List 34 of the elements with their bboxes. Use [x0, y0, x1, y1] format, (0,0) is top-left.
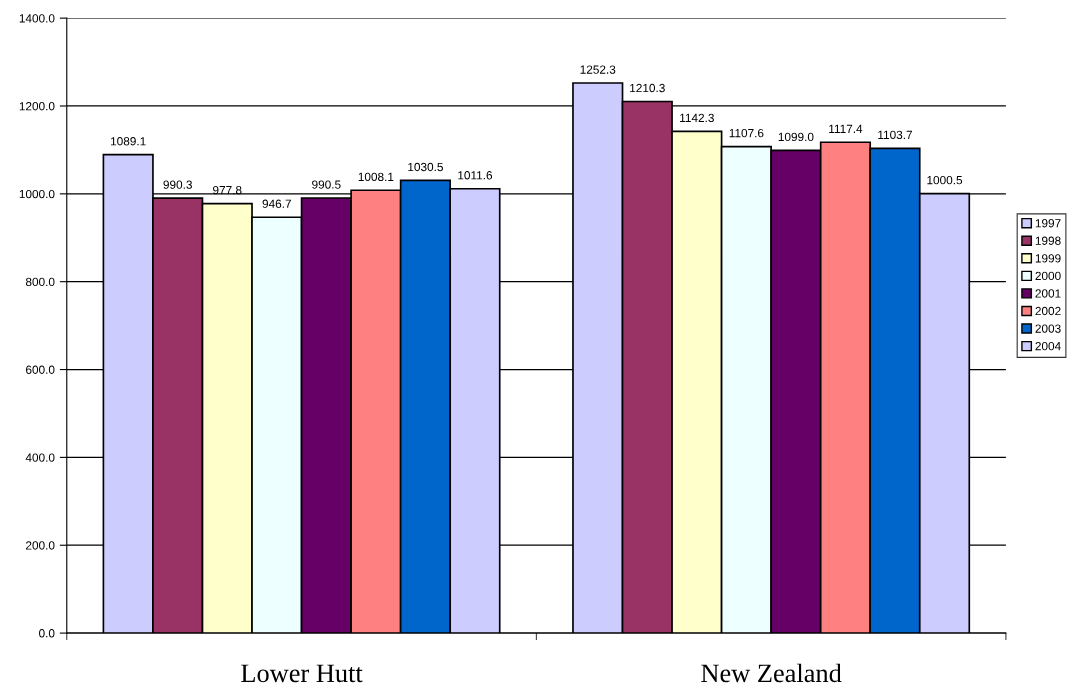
- y-tick-label: 1000.0: [19, 189, 55, 199]
- legend-label: 2002: [1035, 306, 1061, 316]
- y-tick-label: 1400.0: [19, 14, 55, 23]
- data-label: 1008.1: [358, 172, 394, 182]
- data-label: 990.3: [163, 180, 192, 189]
- legend-label: 1999: [1035, 254, 1061, 263]
- data-label: 1142.3: [680, 113, 714, 123]
- y-tick-label: 0.0: [39, 629, 55, 638]
- data-label: 1107.6: [729, 128, 764, 138]
- data-label: 1099.0: [778, 132, 814, 142]
- y-tick-label: 600.0: [26, 365, 55, 374]
- legend-label: 1998: [1035, 236, 1061, 245]
- data-label: 990.5: [312, 180, 341, 189]
- data-label: 1252.3: [580, 65, 616, 74]
- y-tick-label: 400.0: [25, 453, 55, 462]
- y-tick-label: 1200.0: [19, 102, 55, 111]
- data-label: 977.8: [213, 185, 242, 195]
- data-label: 1011.6: [458, 171, 493, 180]
- y-tick-label: 200.0: [26, 541, 55, 550]
- legend-label: 2001: [1035, 289, 1061, 298]
- legend-label: 2004: [1035, 341, 1061, 351]
- y-tick-label: 800.0: [25, 277, 55, 287]
- data-label: 1117.4: [829, 124, 863, 133]
- legend-label: 2003: [1035, 324, 1061, 333]
- x-tick-label: Lower Hutt: [241, 664, 363, 683]
- legend-label: 1997: [1035, 219, 1061, 228]
- legend-label: 2000: [1035, 271, 1061, 281]
- data-label: 1103.7: [878, 130, 913, 140]
- data-label: 1089.1: [111, 137, 146, 146]
- data-label: 1210.3: [630, 83, 665, 93]
- data-label: 946.7: [262, 199, 291, 208]
- data-label: 1000.5: [927, 175, 963, 185]
- data-label: 1030.5: [408, 162, 443, 172]
- x-tick-label: New Zealand: [701, 663, 842, 683]
